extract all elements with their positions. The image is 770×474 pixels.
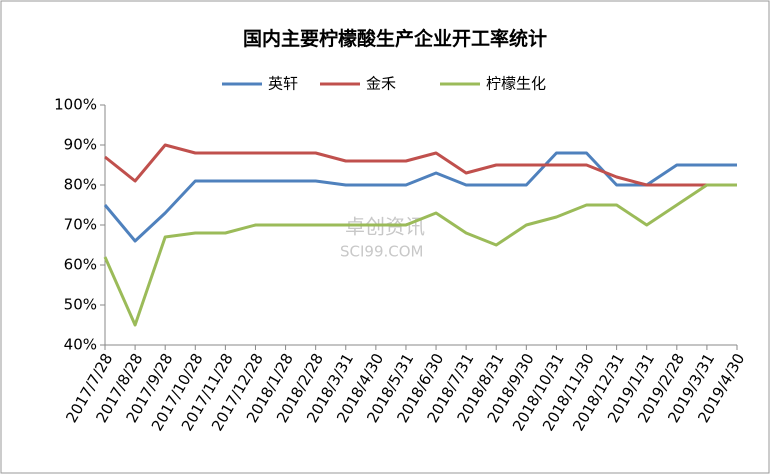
chart-title: 国内主要柠檬酸生产企业开工率统计 [243, 27, 547, 50]
y-tick-label: 40% [64, 336, 97, 354]
y-tick-label: 90% [64, 136, 97, 154]
legend-label: 柠檬生化 [486, 75, 546, 93]
y-tick-label: 70% [64, 216, 97, 234]
watermark: SCI99.COM [340, 243, 424, 261]
series-line [103, 151, 737, 243]
y-tick-label: 100% [54, 96, 97, 114]
legend-label: 金禾 [366, 75, 396, 93]
y-tick-label: 50% [64, 296, 97, 314]
legend-label: 英轩 [268, 75, 298, 93]
y-tick-label: 60% [64, 256, 97, 274]
y-tick-label: 80% [64, 176, 97, 194]
series-line [103, 183, 737, 327]
series-line [104, 143, 707, 187]
